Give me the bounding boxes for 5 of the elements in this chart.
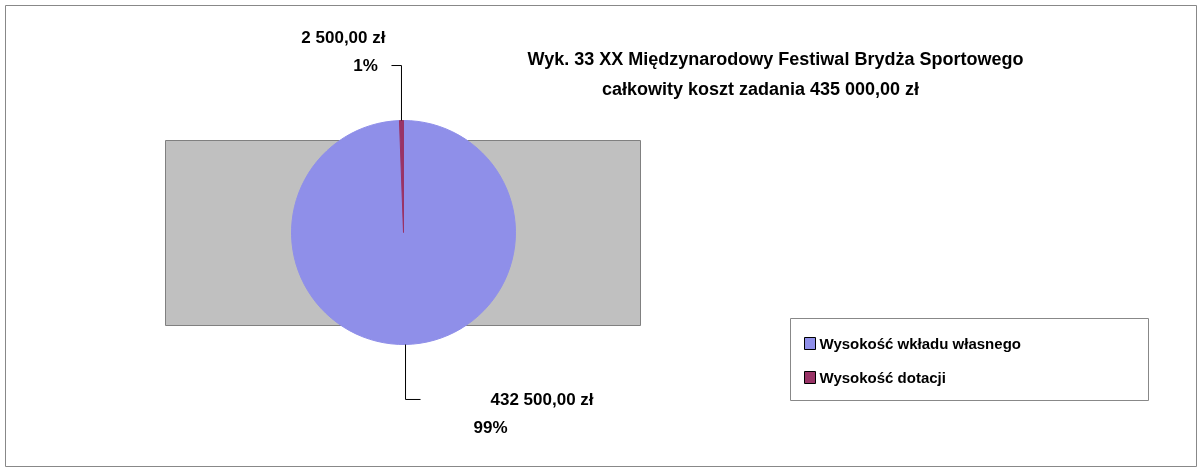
- text: Wyk. 33 XX Międzynarodowy Festiwal Brydża Sportowego całkowity koszt zadania 435 000,00 zł: [527, 48, 1024, 99]
- legend-label: Wysokość dotacji: [819, 369, 946, 386]
- legend-label: Wysokość wkładu własnego: [819, 335, 1021, 352]
- data-label: 432 500,00 zł 99%: [473, 389, 594, 437]
- data-label: 2 500,00 zł 1%: [301, 28, 386, 76]
